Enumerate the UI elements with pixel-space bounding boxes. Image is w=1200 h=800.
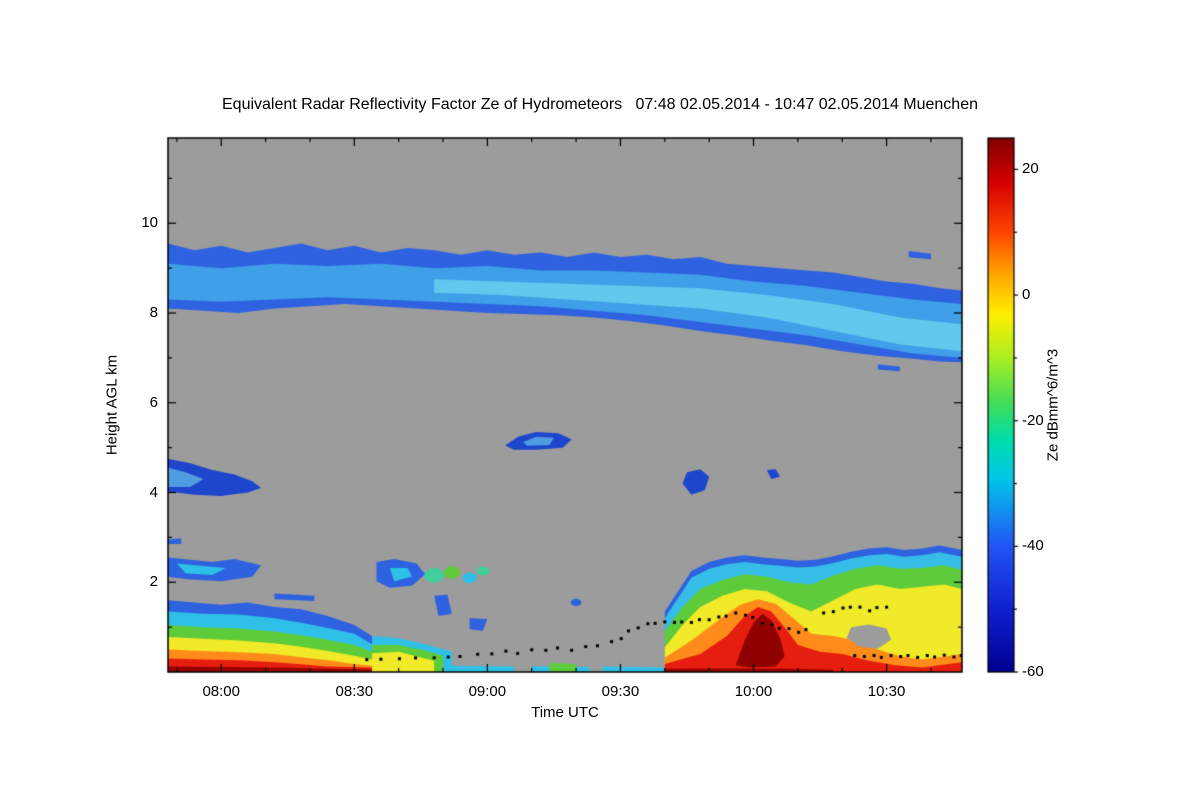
colorbar-tick-label: -40: [1022, 537, 1044, 555]
x-axis-label: Time UTC: [531, 704, 599, 721]
x-tick-label: 08:00: [202, 683, 240, 700]
colorbar-tick-label: 0: [1022, 286, 1031, 304]
x-tick-label: 08:30: [335, 683, 374, 700]
colorbar-tick-label: 20: [1022, 160, 1039, 178]
y-axis-label: Height AGL km: [103, 354, 121, 456]
x-tick-label: 09:00: [468, 683, 507, 700]
colorbar-label: Ze dBmm^6/m^3: [1044, 348, 1062, 462]
chart-title: Equivalent Radar Reflectivity Factor Ze …: [222, 96, 978, 113]
x-tick-label: 10:00: [734, 683, 773, 700]
y-tick-label: 10: [141, 214, 158, 232]
colorbar-tick-label: -60: [1022, 663, 1044, 680]
y-tick-label: 4: [149, 483, 158, 501]
y-tick-label: 8: [149, 304, 158, 321]
colorbar-tick-label: -20: [1022, 411, 1044, 429]
x-tick-label: 09:30: [601, 683, 640, 700]
y-tick-label: 6: [149, 393, 158, 411]
x-tick-label: 10:30: [867, 683, 906, 700]
y-tick-label: 2: [149, 573, 158, 591]
